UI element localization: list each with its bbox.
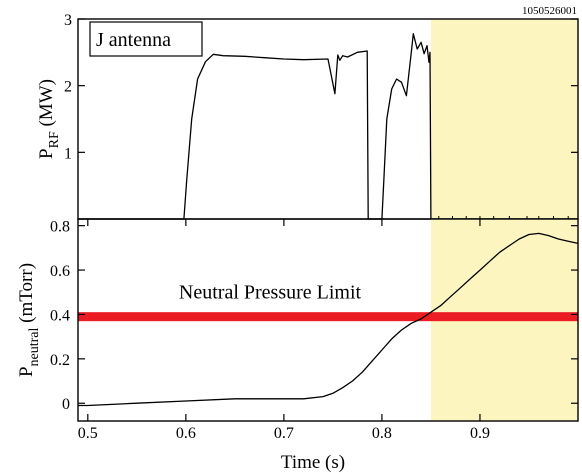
x-axis-title: Time (s) — [281, 452, 345, 473]
x-tick-label: 0.5 — [78, 425, 98, 442]
y-tick-label: 0 — [62, 396, 70, 413]
x-tick-label: 0.8 — [372, 425, 392, 442]
panel-label: J antenna — [96, 29, 171, 51]
y-tick-label: 2 — [64, 79, 72, 96]
x-ticks: 0.5 0.6 0.7 0.8 0.9 — [78, 219, 490, 442]
neutral-pressure-limit-line — [78, 312, 578, 322]
neutral-pressure-trace — [78, 232, 579, 407]
neutral-pressure-limit-label: Neutral Pressure Limit — [179, 282, 362, 304]
highlight-region — [430, 19, 578, 219]
x-tick-label: 0.7 — [274, 425, 294, 442]
rf-power-panel: 1 2 3 J antenna PRF (MW) — [36, 12, 579, 220]
y-tick-label: 0.4 — [50, 307, 70, 324]
shot-id: 1050526001 — [522, 5, 577, 17]
y-axis-title-sub: RF — [47, 131, 62, 148]
panel-label-box — [89, 21, 203, 57]
y-axis-title-unit: (MW) — [36, 79, 57, 131]
y-tick-label: 0.6 — [50, 263, 70, 280]
x-tick-label: 0.6 — [176, 425, 196, 442]
y-ticks: 0 0.2 0.4 0.6 0.8 — [50, 219, 578, 413]
y-axis-title-main: P — [16, 366, 37, 377]
y-axis-title-sub: neutral — [27, 327, 42, 366]
neutral-pressure-panel: Neutral Pressure Limit 0 0.2 0.4 0.6 0.8 0.5… — [16, 218, 579, 473]
y-axis-title: Pneutral (mTorr) — [16, 263, 42, 377]
y-axis-title: PRF (MW) — [36, 79, 62, 159]
y-tick-label: 3 — [64, 12, 72, 29]
y-tick-label: 0.8 — [50, 219, 70, 236]
x-tick-label: 0.9 — [470, 425, 490, 442]
y-tick-label: 1 — [64, 145, 72, 162]
y-axis-title-unit: (mTorr) — [16, 263, 37, 328]
y-axis-title-main: P — [36, 148, 57, 159]
y-tick-label: 0.2 — [50, 352, 70, 369]
plot-frame — [77, 218, 579, 422]
